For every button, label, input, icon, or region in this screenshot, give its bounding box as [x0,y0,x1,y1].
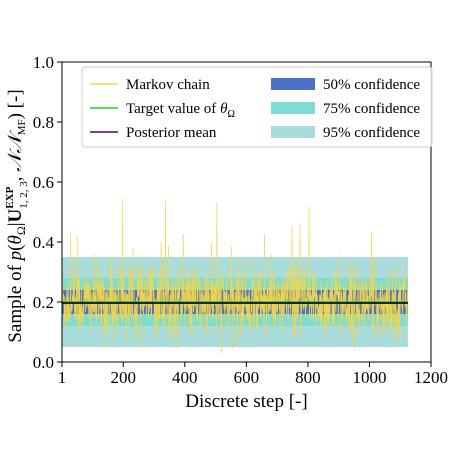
x-tick-label: 200 [110,368,136,387]
legend-label: Markov chain [126,77,210,93]
legend-entry-2: Posterior mean [90,125,217,141]
legend-box [81,66,433,148]
y-axis-label: Sample of p(θΩ|UEXP 1, 2, 3, 𝒩𝒩MF) [-] [4,89,30,342]
y-label-omega: Ω [14,226,28,235]
legend: Markov chain Target value of θΩ Posterior … [81,66,433,148]
x-axis-label: Discrete step [-] [185,391,307,412]
y-label-nn: 𝒩𝒩 [5,130,26,172]
y-tick-label: 0.0 [33,353,54,372]
y-label-u: U [5,208,26,222]
y-tick-label: 0.6 [33,173,54,192]
legend-label: 75% confidence [323,101,420,117]
legend-entry-4: 75% confidence [271,101,420,117]
x-axis-ticks: 1 200 400 600 800 1000 1200 [58,362,448,387]
legend-entry-5: 95% confidence [271,125,420,141]
legend-label: Posterior mean [126,125,217,141]
y-tick-label: 0.2 [33,293,54,312]
legend-swatch [271,102,315,114]
x-tick-label: 400 [172,368,198,387]
y-label-prefix: Sample of [5,260,26,342]
y-axis-ticks: 0.0 0.2 0.4 0.6 0.8 1.0 [33,53,62,372]
y-label-unit: [-] [5,89,26,108]
legend-swatch [271,78,315,90]
y-tick-label: 0.4 [33,233,55,252]
y-tick-label: 0.8 [33,113,54,132]
y-label-sup: EXP [4,186,16,208]
legend-entry-3: 50% confidence [271,77,420,93]
legend-label: Target value of θΩ [126,101,235,120]
legend-label: 95% confidence [323,125,420,141]
y-label-p: p [5,251,26,263]
reference-lines [62,301,408,304]
x-tick-label: 1200 [414,368,448,387]
markov-chain-trace [61,198,409,354]
markov-chain-line [61,198,409,354]
y-label-mf: MF [16,119,28,135]
x-tick-label: 800 [295,368,321,387]
x-tick-label: 600 [234,368,260,387]
legend-swatch [271,126,315,138]
y-label-sub: 1, 2, 3 [18,181,30,209]
y-tick-label: 1.0 [33,53,54,72]
x-tick-label: 1 [58,368,67,387]
x-tick-label: 1000 [352,368,386,387]
legend-entry-0: Markov chain [90,77,210,93]
legend-label: 50% confidence [323,77,420,93]
y-label-theta: θ [5,235,26,244]
legend-entry-1: Target value of θΩ [90,101,235,120]
